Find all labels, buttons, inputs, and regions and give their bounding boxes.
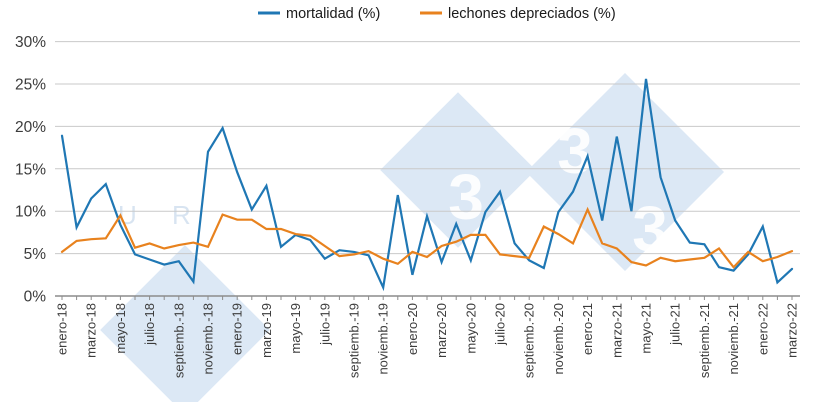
x-tick-label: julio-21 <box>668 303 683 346</box>
x-tick-label: marzo-22 <box>785 303 800 358</box>
x-tick-label: mayo-18 <box>113 303 128 354</box>
series-lines <box>60 78 794 292</box>
x-tick-label: noviemb.-21 <box>726 303 741 375</box>
watermark-3-glyph: 3 <box>557 115 593 187</box>
y-tick-label: 20% <box>15 119 46 136</box>
y-axis-labels: 0% 5% 10% 15% 20% 25% 30% <box>15 34 46 305</box>
gridlines <box>55 41 800 255</box>
y-tick-label: 0% <box>24 289 47 306</box>
x-tick-label: mayo-19 <box>288 303 303 354</box>
watermark-side-text: U R <box>118 200 205 230</box>
watermark-3-glyph: 3 <box>448 161 484 233</box>
x-tick-label: noviemb.-19 <box>376 303 391 375</box>
legend-label-mortalidad: mortalidad (%) <box>286 6 380 22</box>
watermark-diamond <box>526 73 724 271</box>
x-tick-label: septiemb.-21 <box>697 303 712 378</box>
x-tick-label: marzo-21 <box>609 303 624 358</box>
x-tick-label: julio-20 <box>493 303 508 346</box>
x-tick-label: marzo-20 <box>434 303 449 358</box>
x-tick-label: enero-21 <box>580 303 595 355</box>
x-tick-label: enero-18 <box>55 303 70 355</box>
y-tick-label: 10% <box>15 204 46 221</box>
x-tick-label: septiemb.-18 <box>171 303 186 378</box>
legend-label-lechones: lechones depreciados (%) <box>448 6 616 22</box>
series-line-mortalidad <box>60 78 794 292</box>
series-line-lechones-depreciados <box>60 206 794 269</box>
x-axis-labels: enero-18 marzo-18 mayo-18 julio-18 septiemb.… <box>55 303 800 378</box>
x-tick-label: julio-19 <box>317 303 332 346</box>
watermark-3-glyph: 3 <box>632 193 668 265</box>
axes <box>55 295 800 300</box>
x-tick-label: mayo-21 <box>639 303 654 354</box>
y-tick-label: 5% <box>24 246 47 263</box>
watermark-diamond <box>380 92 536 248</box>
x-tick-label: marzo-18 <box>84 303 99 358</box>
x-tick-label: marzo-19 <box>259 303 274 358</box>
x-tick-label: septiemb.-20 <box>522 303 537 378</box>
x-tick-label: noviemb.-20 <box>551 303 566 375</box>
legend: mortalidad (%) lechones depreciados (%) <box>258 6 616 22</box>
x-tick-label: mayo-20 <box>463 303 478 354</box>
x-tick-label: julio-18 <box>142 303 157 346</box>
x-tick-label: enero-22 <box>755 303 770 355</box>
x-tick-label: noviemb.-18 <box>201 303 216 375</box>
y-tick-label: 15% <box>15 161 46 178</box>
x-tick-label: enero-19 <box>230 303 245 355</box>
y-tick-label: 30% <box>15 34 46 51</box>
y-tick-label: 25% <box>15 77 46 94</box>
x-tick-label: enero-20 <box>405 303 420 355</box>
x-tick-label: septiemb.-19 <box>347 303 362 378</box>
